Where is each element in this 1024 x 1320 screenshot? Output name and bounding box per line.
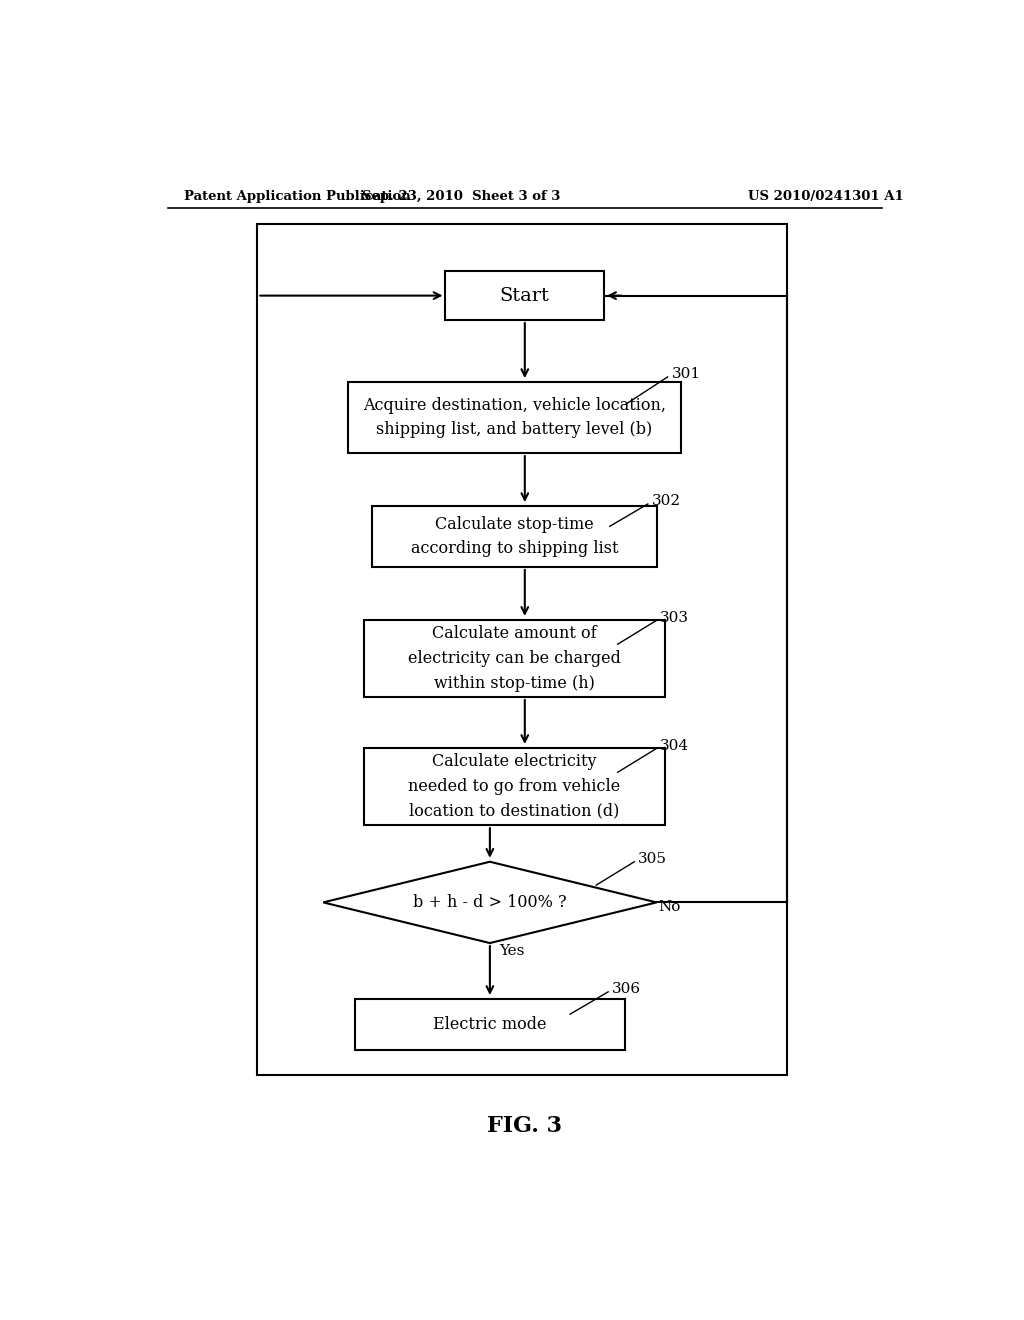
Text: 306: 306 — [612, 982, 641, 995]
Text: US 2010/0241301 A1: US 2010/0241301 A1 — [749, 190, 904, 202]
Text: 305: 305 — [638, 851, 668, 866]
Bar — [257, 224, 786, 1076]
Bar — [348, 381, 681, 453]
Text: Start: Start — [500, 286, 550, 305]
Text: FIG. 3: FIG. 3 — [487, 1115, 562, 1137]
Text: Patent Application Publication: Patent Application Publication — [183, 190, 411, 202]
Text: 304: 304 — [659, 739, 689, 752]
Text: 303: 303 — [659, 611, 689, 624]
Text: Electric mode: Electric mode — [433, 1016, 547, 1032]
Text: No: No — [658, 900, 681, 915]
Text: Calculate amount of
electricity can be charged
within stop-time (h): Calculate amount of electricity can be c… — [408, 626, 621, 692]
Bar — [355, 999, 625, 1049]
Bar — [364, 620, 666, 697]
Text: b + h - d > 100% ?: b + h - d > 100% ? — [413, 894, 566, 911]
Text: Calculate electricity
needed to go from vehicle
location to destination (d): Calculate electricity needed to go from … — [409, 754, 621, 820]
Text: Sep. 23, 2010  Sheet 3 of 3: Sep. 23, 2010 Sheet 3 of 3 — [362, 190, 560, 202]
Text: Yes: Yes — [500, 944, 524, 958]
Bar — [364, 748, 666, 825]
Polygon shape — [324, 862, 656, 942]
Bar — [372, 506, 657, 568]
Text: Acquire destination, vehicle location,
shipping list, and battery level (b): Acquire destination, vehicle location, s… — [362, 397, 666, 438]
Text: 302: 302 — [652, 494, 681, 508]
Text: 301: 301 — [672, 367, 700, 381]
Bar — [445, 271, 604, 319]
Text: Calculate stop-time
according to shipping list: Calculate stop-time according to shippin… — [411, 516, 618, 557]
